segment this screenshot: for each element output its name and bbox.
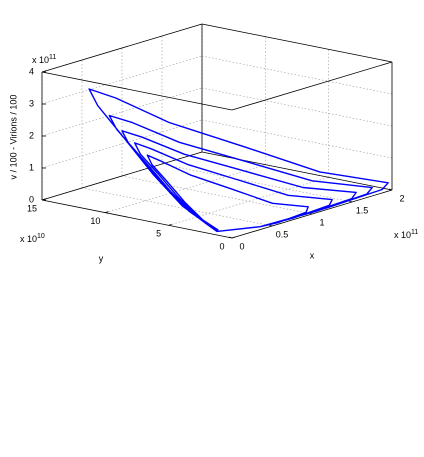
y-tick-label: 10: [90, 216, 100, 226]
exponent-base: x 10: [32, 55, 49, 65]
z-tick-label: 3: [29, 98, 34, 108]
grid-line: [201, 55, 393, 95]
box-edge: [231, 61, 393, 111]
box-edge: [41, 23, 203, 73]
axis-exponent: x 1010: [20, 233, 45, 245]
y-tick: [105, 211, 109, 214]
x-tick-label: 1.5: [356, 205, 369, 215]
axis-exponent: x 1011: [32, 54, 56, 66]
trajectory-line: [88, 88, 389, 233]
labels: x y v / 100 - Virions / 100 012340510150…: [8, 54, 418, 264]
z-tick-label: 4: [29, 66, 34, 76]
exponent-base: x 10: [20, 234, 37, 244]
y-tick-label: 0: [219, 241, 224, 251]
z-axis-label: v / 100 - Virions / 100: [8, 95, 18, 180]
box-edge: [41, 151, 203, 201]
exponent-power: 11: [49, 54, 56, 61]
box-edge: [41, 71, 233, 111]
grid-line: [81, 187, 273, 227]
y-axis-label: y: [99, 253, 104, 263]
x-tick: [228, 236, 233, 239]
axis-exponent: x 1011: [394, 229, 418, 241]
x-tick-label: 1: [319, 217, 324, 227]
y-tick: [231, 236, 236, 239]
z-tick-label: 2: [29, 130, 34, 140]
x-tick-label: 0.5: [276, 229, 289, 239]
y-tick: [41, 198, 46, 201]
y-tick: [168, 223, 172, 226]
x-tick-label: 2: [399, 193, 404, 203]
grid-line: [121, 175, 313, 215]
z-tick-label: 1: [29, 162, 34, 172]
x-axis-label: x: [310, 250, 315, 260]
grid-line: [201, 119, 393, 159]
exponent-power: 10: [37, 233, 45, 240]
x-tick: [388, 188, 393, 191]
x-tick: [348, 200, 353, 203]
plot-area: [88, 88, 389, 233]
exponent-base: x 10: [394, 230, 411, 240]
y-tick-label: 15: [27, 203, 37, 213]
z-tick-label: 0: [29, 194, 34, 204]
box: [41, 23, 393, 239]
box-edge: [201, 23, 393, 63]
grid-line: [161, 163, 353, 203]
grid-line: [168, 177, 329, 226]
x-tick-label: 0: [239, 241, 244, 251]
grid-line: [201, 87, 393, 127]
box-edge: [41, 199, 233, 239]
exponent-power: 11: [411, 229, 418, 236]
y-tick-label: 5: [156, 229, 161, 239]
